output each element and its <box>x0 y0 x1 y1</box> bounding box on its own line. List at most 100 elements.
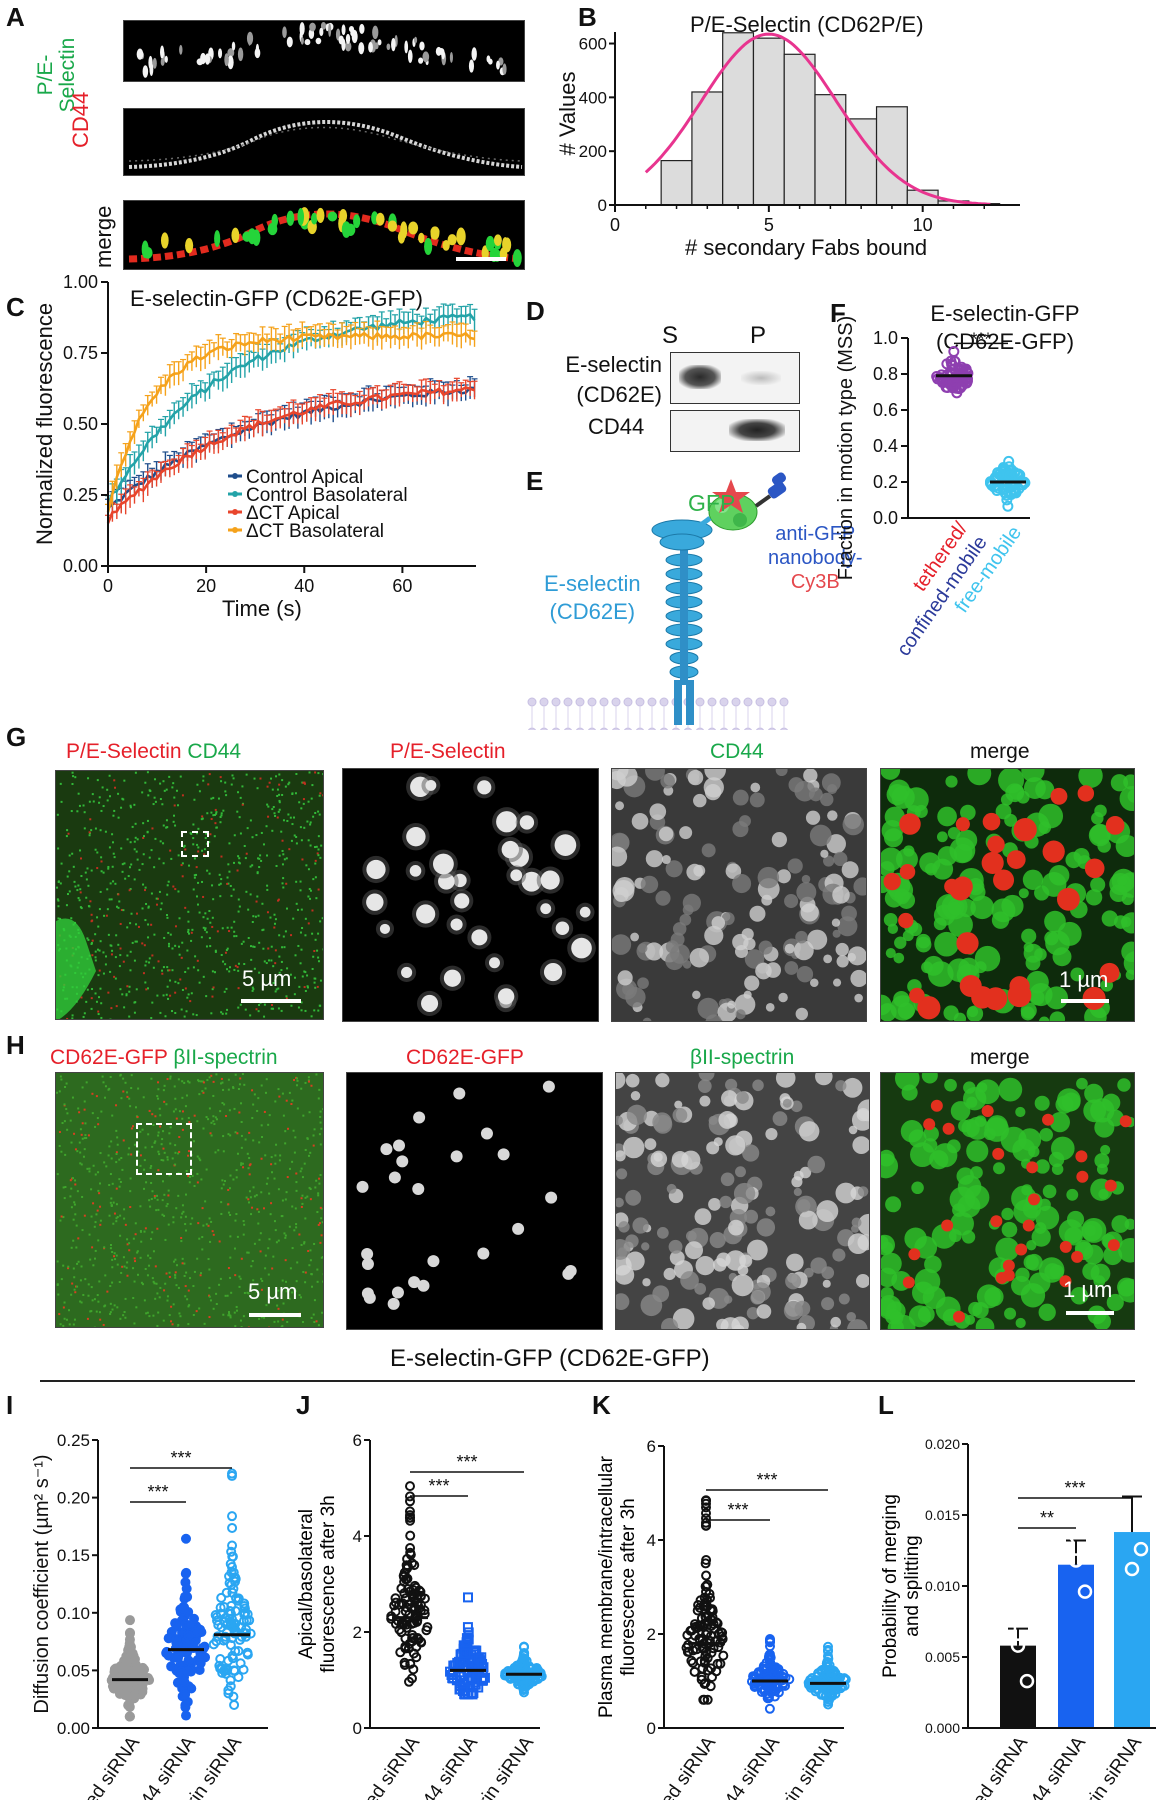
speckle <box>272 965 275 968</box>
red-blob <box>930 1099 943 1112</box>
speckle <box>199 1159 202 1162</box>
speckle <box>90 997 93 1000</box>
speckle <box>317 848 320 851</box>
speckle <box>98 908 101 911</box>
texture-blob <box>842 813 864 836</box>
speckle <box>300 1087 303 1090</box>
texture-blob <box>661 1318 679 1329</box>
data-point <box>406 1618 417 1629</box>
speckle <box>226 876 229 879</box>
speckle <box>281 1092 284 1095</box>
speckle <box>204 927 207 930</box>
speckle <box>282 1302 285 1305</box>
red-blob <box>898 912 914 929</box>
speckle <box>321 1256 323 1259</box>
y-axis-label: Apical/basolateralfluorescence after 3h <box>296 1495 339 1672</box>
y-tick-label: 0.50 <box>63 414 98 434</box>
speckle <box>251 836 254 839</box>
y-tick-label: 4 <box>647 1531 656 1550</box>
speckle <box>76 1285 79 1288</box>
speckle <box>174 1097 177 1100</box>
speckle <box>109 944 112 947</box>
speckle <box>208 937 211 940</box>
speckle <box>148 1109 151 1112</box>
speckle <box>155 903 158 906</box>
puncta <box>361 1258 374 1271</box>
speckle <box>314 771 317 774</box>
texture-blob <box>720 1317 741 1329</box>
data-point <box>180 1689 191 1700</box>
speckle <box>56 886 59 889</box>
speckle <box>251 1117 254 1120</box>
speckle <box>314 938 317 941</box>
speckle <box>188 1081 191 1084</box>
speckle <box>85 878 88 881</box>
speckle <box>116 1306 119 1309</box>
speckle <box>302 1320 305 1323</box>
histogram-bar <box>814 94 847 206</box>
selectin-dot <box>200 52 207 65</box>
speckle <box>96 948 99 951</box>
speckle <box>239 1077 242 1080</box>
speckle <box>225 1115 228 1118</box>
speckle <box>136 858 139 861</box>
speckle <box>141 1128 144 1131</box>
speckle <box>165 993 168 996</box>
speckle <box>257 1222 260 1225</box>
panel-a-cd44-arc <box>128 120 523 169</box>
texture-blob <box>623 1136 645 1159</box>
speckle <box>133 848 136 851</box>
panel-g-scalebar-2 <box>1061 999 1109 1003</box>
speckle <box>306 986 309 989</box>
speckle <box>167 1194 170 1197</box>
speckle <box>270 1171 273 1174</box>
speckle <box>118 1281 121 1284</box>
speckle <box>240 1121 243 1124</box>
speckle <box>304 934 307 937</box>
green-blob <box>1023 943 1043 963</box>
texture-blob <box>733 1182 756 1205</box>
speckle <box>310 1015 313 1018</box>
speckle <box>71 771 74 774</box>
speckle <box>89 1258 92 1261</box>
data-point <box>404 1481 415 1492</box>
speckle <box>126 1274 129 1277</box>
speckle <box>291 1247 294 1250</box>
green-blob <box>1124 1218 1134 1230</box>
data-point <box>462 1592 473 1603</box>
speckle <box>318 813 321 816</box>
speckle <box>220 780 223 783</box>
speckle <box>174 991 177 994</box>
speckle <box>309 823 312 826</box>
texture-blob <box>841 905 857 922</box>
speckle <box>298 801 301 804</box>
speckle <box>76 1190 79 1193</box>
merge-dot <box>214 230 221 248</box>
speckle <box>238 857 241 860</box>
speckle <box>94 1221 97 1224</box>
speckle <box>319 1206 322 1209</box>
speckle <box>122 798 125 801</box>
texture-blob <box>637 943 648 954</box>
green-blob <box>953 1012 967 1021</box>
data-point <box>707 1672 718 1683</box>
speckle <box>59 1219 62 1222</box>
panel-letter-c: C <box>6 292 25 322</box>
speckle <box>130 1087 133 1090</box>
histogram-bar <box>783 53 816 206</box>
lipid-head-bottom <box>647 727 657 730</box>
legend-marker <box>232 509 238 515</box>
green-blob <box>1018 1128 1042 1152</box>
data-point <box>519 1653 530 1664</box>
speckle <box>247 1251 250 1254</box>
speckle <box>125 1091 128 1094</box>
texture-blob <box>820 849 829 858</box>
speckle <box>76 1150 79 1153</box>
speckle <box>220 953 223 956</box>
speckle <box>93 1225 96 1228</box>
panel-a-scalebar <box>456 257 506 261</box>
texture-blob <box>645 942 664 961</box>
speckle <box>235 1213 238 1216</box>
speckle <box>319 1121 322 1124</box>
speckle <box>238 905 241 908</box>
